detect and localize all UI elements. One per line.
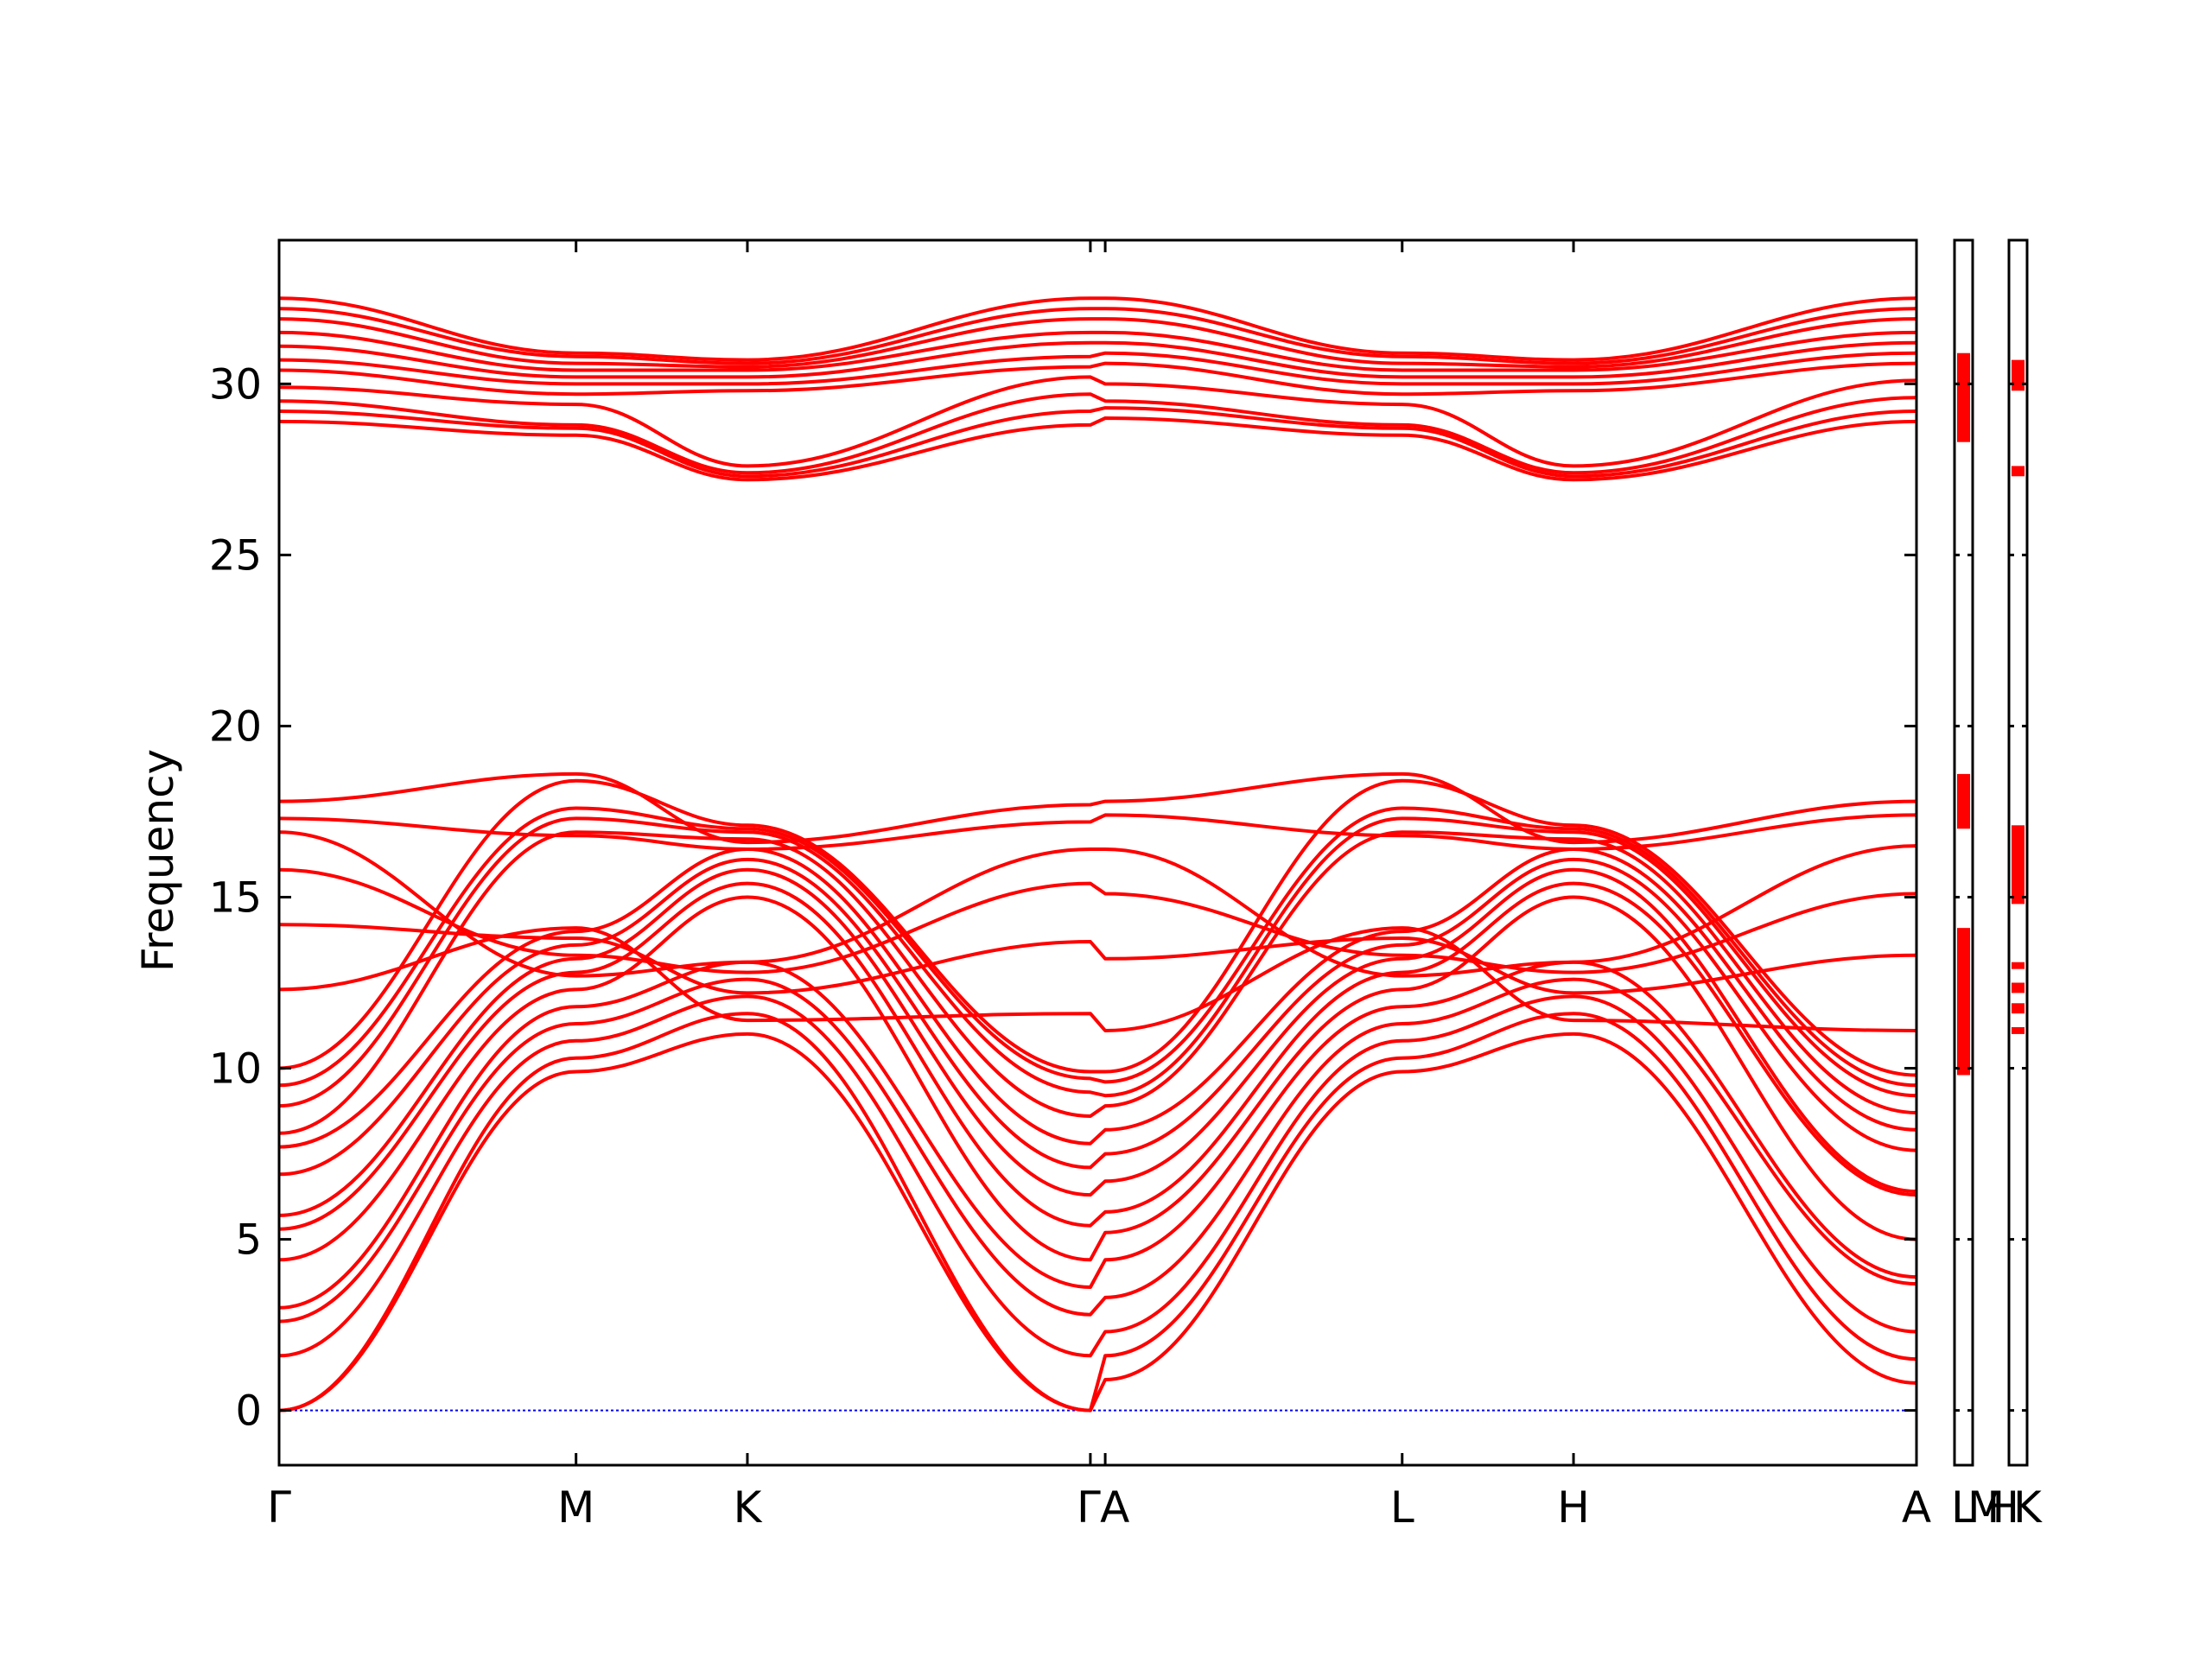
side-x-label-2: M	[1967, 1482, 2005, 1533]
x-tick-label-3: Γ	[1077, 1482, 1101, 1533]
y-tick-label-25: 25	[209, 531, 262, 580]
side-panel-2-band-3	[2012, 825, 2024, 904]
band-line-31	[278, 296, 1917, 362]
x-tick-label-2: K	[734, 1482, 763, 1533]
band-line-17	[278, 867, 1917, 974]
band-line-10	[278, 847, 1917, 1149]
side-x-label-4: K	[2013, 1482, 2043, 1533]
x-tick-label-0: Γ	[267, 1482, 291, 1533]
band-line-26	[278, 351, 1917, 386]
side-x-label-1: L	[1951, 1482, 1975, 1533]
band-line-23	[278, 392, 1917, 475]
band-line-2	[278, 1012, 1917, 1412]
band-line-13	[278, 806, 1917, 1088]
band-line-21	[278, 416, 1917, 482]
band-line-27	[278, 340, 1917, 379]
x-tick-label-1: M	[557, 1482, 594, 1533]
side-panel-2-band-6	[2012, 1003, 2024, 1014]
side-panel-frame-1	[1953, 238, 1974, 1467]
ticks-layer	[279, 240, 2027, 1465]
side-panel-2-band-2	[2012, 466, 2024, 477]
side-panel-2-band-5	[2012, 982, 2024, 993]
band-line-8	[278, 867, 1917, 1217]
side-panel-1-band-3	[1957, 928, 1970, 1076]
band-line-30	[278, 307, 1917, 365]
frames-layer	[277, 238, 2029, 1467]
x-tick-label-5: L	[1390, 1482, 1414, 1533]
side-panel-2-band-7	[2012, 1027, 2024, 1034]
side-panel-1-band-1	[1957, 352, 1970, 442]
side-panel-2-band-4	[2012, 962, 2024, 969]
bands-layer	[278, 296, 1917, 1412]
band-line-14	[278, 778, 1917, 1077]
band-line-19	[278, 813, 1917, 851]
side-panel-frame-2	[2007, 238, 2029, 1467]
band-line-5	[278, 960, 1917, 1310]
band-line-9	[278, 857, 1917, 1177]
band-line-3	[278, 994, 1917, 1358]
y-tick-label-0: 0	[235, 1387, 262, 1436]
band-line-16	[278, 923, 1917, 995]
band-line-18	[278, 830, 1917, 978]
band-line-25	[278, 361, 1917, 397]
y-tick-label-20: 20	[209, 702, 262, 751]
y-tick-label-10: 10	[209, 1045, 262, 1094]
x-tick-label-4: A	[1100, 1482, 1129, 1533]
band-line-28	[278, 330, 1917, 372]
x-tick-label-6: H	[1557, 1482, 1590, 1533]
side-panel-2-band-1	[2012, 359, 2024, 391]
band-line-20	[278, 771, 1917, 845]
x-tick-label-7: A	[1902, 1482, 1931, 1533]
main-plot-frame	[277, 238, 1918, 1467]
band-line-6	[278, 895, 1917, 1262]
side-bands-layer	[1957, 352, 2024, 1076]
side-panel-1-band-2	[1957, 773, 1970, 829]
y-axis-label: Frequency	[133, 749, 183, 972]
band-line-24	[278, 375, 1917, 468]
side-x-label-3: H	[1986, 1482, 2019, 1533]
y-tick-label-5: 5	[235, 1216, 262, 1265]
band-line-15	[278, 926, 1917, 1032]
band-line-1	[278, 1031, 1917, 1412]
y-tick-label-15: 15	[209, 873, 262, 922]
band-line-22	[278, 406, 1917, 479]
band-line-29	[278, 317, 1917, 369]
y-tick-label-30: 30	[209, 360, 262, 409]
